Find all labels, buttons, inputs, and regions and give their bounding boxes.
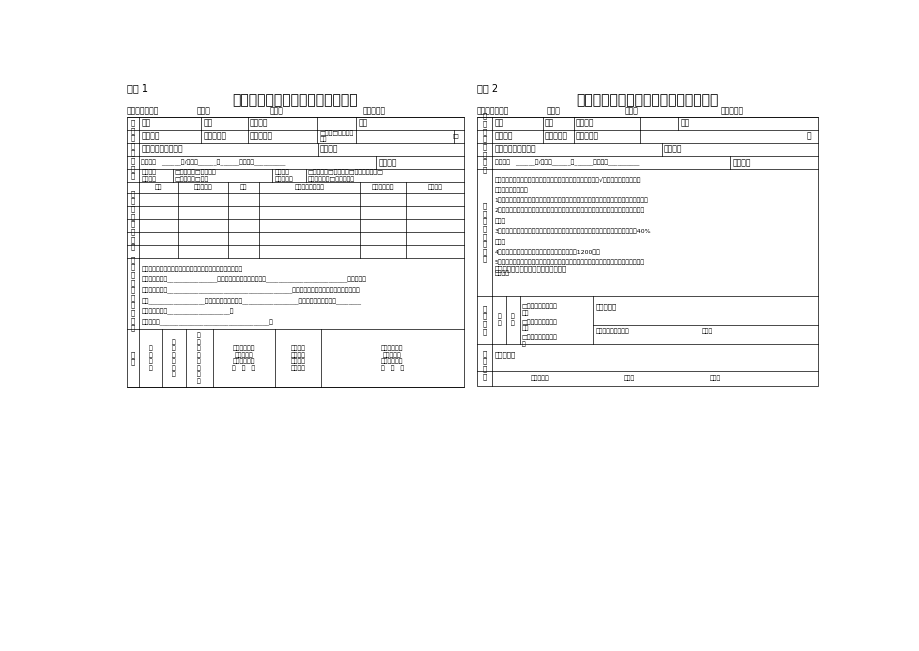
Text: 班别：: 班别： [623,106,638,115]
Text: 邮政编码: 邮政编码 [378,158,396,167]
Text: 就读学校名称：: 就读学校名称： [127,106,159,115]
Text: 学校意见：: 学校意见： [494,352,516,358]
Text: □烈士子女□残疾学生□库区移民子女□
农村独生子女□双女结扎户: □烈士子女□残疾学生□库区移民子女□ 农村独生子女□双女结扎户 [308,169,383,182]
Text: 人均月收入: 人均月收入 [575,132,598,141]
Text: 4、农村低收入家庭的学生，年人均纯收入不高于1200元。: 4、农村低收入家庭的学生，年人均纯收入不高于1200元。 [494,249,600,255]
Text: 民族: 民族 [680,118,689,128]
Bar [127,117,463,387]
Text: 邮政编码: 邮政编码 [732,158,750,167]
Text: □双亲家庭□单亲家庭
□离异家庭□孤儿: □双亲家庭□单亲家庭 □离异家庭□孤儿 [175,169,216,182]
Text: 学
生
申
请
认
定
理
由: 学 生 申 请 认 定 理 由 [482,202,486,262]
Text: 病历等）: 病历等） [494,270,509,276]
Text: 学生类型
（可多选）: 学生类型 （可多选） [274,169,293,182]
Text: 校长签名：: 校长签名： [530,376,550,381]
Text: 评
议: 评 议 [497,314,501,326]
Text: 年级：: 年级： [196,106,210,115]
Text: 经办人签字：
单位名称：
（加盖公章）
年   月   日: 经办人签字： 单位名称： （加盖公章） 年 月 日 [232,346,255,370]
Text: 家庭人均月收入________________元。家庭遭受自然灾害情况：__________________________。家庭遭受: 家庭人均月收入________________元。家庭遭受自然灾害情况：____… [142,277,366,283]
Text: （本项由家庭经济困难学生据实填写，由民政部门核实确认）: （本项由家庭经济困难学生据实填写，由民政部门核实确认） [142,266,243,271]
Text: 姓名: 姓名 [494,118,504,128]
Text: 5、因突发事件导致家庭经济困难的学生（需提供下岗待业证、伤残证或家庭成员重大疾病: 5、因突发事件导致家庭经济困难的学生（需提供下岗待业证、伤残证或家庭成员重大疾病 [494,260,644,266]
Text: 填表时间：: 填表时间： [363,106,386,115]
Text: 结
果: 结 果 [511,314,515,326]
Text: 工作（学习）单位: 工作（学习）单位 [294,185,324,190]
Bar [476,117,817,386]
Text: 评议小组组长签名：: 评议小组组长签名： [595,329,629,334]
Text: 家庭住址   ______省/自治区______市______县（区）__________: 家庭住址 ______省/自治区______市______县（区）_______… [494,159,639,165]
Text: 影
响
家
庭
经
济
状
况
信
息: 影 响 家 庭 经 济 状 况 信 息 [130,256,135,331]
Text: 性别: 性别 [203,118,212,128]
Text: 民族: 民族 [358,118,368,128]
Text: 出生年月: 出生年月 [250,118,268,128]
Text: 学
生
个
人
基
本
情
况: 学 生 个 人 基 本 情 况 [130,119,135,179]
Text: 家
长
或
监
护
人: 家 长 或 监 护 人 [172,339,176,377]
Text: 联系电话: 联系电话 [320,145,338,154]
Text: 为限。: 为限。 [494,239,505,245]
Text: 1、城镇低保家庭，需提供《城市居民最低生活保障金领取证》复印件。（含当年领取记录）: 1、城镇低保家庭，需提供《城市居民最低生活保障金领取证》复印件。（含当年领取记录… [494,197,648,203]
Text: 家庭成员数: 家庭成员数 [545,132,568,141]
Text: 姓名: 姓名 [154,185,162,190]
Text: 入学前户口: 入学前户口 [250,132,273,141]
Text: 况：__________________。家庭成员下岗情况：__________________。家庭成员患病情况：________: 况：__________________。家庭成员下岗情况：__________… [142,298,361,305]
Text: 附件 1: 附件 1 [127,83,147,93]
Text: 出生年月: 出生年月 [575,118,594,128]
Text: 学
生
本
人: 学 生 本 人 [149,346,153,370]
Text: 联系电话: 联系电话 [664,145,682,154]
Text: 入学年份: 入学年份 [142,132,160,141]
Text: 突发意外事件：________________________________________。家庭成员因残疾、年迈而劳动能力弱情: 突发意外事件：_________________________________… [142,288,359,294]
Text: 年龄: 年龄 [240,185,247,190]
Text: 日期：: 日期： [701,329,712,334]
Text: 其他情况：___________________________________。: 其他情况：___________________________________… [142,320,273,326]
Text: 评议理由：: 评议理由： [595,304,616,311]
Text: 高中学生家庭经济困难情况调查表: 高中学生家庭经济困难情况调查表 [233,94,357,107]
Text: 性别: 性别 [545,118,554,128]
Text: 与学生关系: 与学生关系 [193,185,212,190]
Text: 所
在
村
委
会
或
社
区: 所 在 村 委 会 或 社 区 [197,333,200,383]
Text: 家庭住址   ______省/自治区______市______县（区）__________: 家庭住址 ______省/自治区______市______县（区）_______… [142,159,286,165]
Text: 申请认定家庭经济困难，请选择以下经济困难类型（在选项中打√，只能选择一项，并提: 申请认定家庭经济困难，请选择以下经济困难类型（在选项中打√，只能选择一项，并提 [494,176,641,183]
Text: 日期：: 日期： [709,376,720,381]
Text: 月收入（元）: 月收入（元） [371,185,394,190]
Text: 高中学生家庭经济困难学生认定申请表: 高中学生家庭经济困难学生认定申请表 [575,94,718,107]
Text: 供相关印证材料）：: 供相关印证材料）： [494,187,528,193]
Text: 认
定
决
定: 认 定 决 定 [482,350,486,380]
Text: 记录）: 记录） [494,218,505,224]
Text: 入学年份: 入学年份 [494,132,513,141]
Text: 姓名: 姓名 [142,118,151,128]
Text: 元: 元 [806,132,811,141]
Text: 学
生
个
人
基
本
情
况: 学 生 个 人 基 本 情 况 [482,113,486,173]
Text: 就读学校名称：: 就读学校名称： [476,106,509,115]
Text: 年级：: 年级： [546,106,560,115]
Text: 附件 2: 附件 2 [476,83,497,93]
Text: □家庭经济一般困难
学生: □家庭经济一般困难 学生 [521,319,557,331]
Text: 班别：: 班别： [269,106,284,115]
Text: 签
章: 签 章 [130,351,135,365]
Text: 家庭成员数: 家庭成员数 [203,132,226,141]
Text: 学
生
家
庭
成
员
情
况: 学 生 家 庭 成 员 情 况 [130,190,135,250]
Text: 2、农村低保家庭，需提供《农村特困群众最低生活保障金领取证》复印件。（含当年领取: 2、农村低保家庭，需提供《农村特困群众最低生活保障金领取证》复印件。（含当年领取 [494,208,644,214]
Text: 学生居民身份证号码: 学生居民身份证号码 [142,145,183,154]
Text: 公章：: 公章： [623,376,635,381]
Text: □: □ [452,133,458,139]
Text: 学生居民身份证号码: 学生居民身份证号码 [494,145,536,154]
Text: □城市□县镇非农
农村: □城市□县镇非农 农村 [319,130,354,143]
Text: 填表时间：: 填表时间： [720,106,743,115]
Text: 家庭类型
（单选）: 家庭类型 （单选） [142,169,156,182]
Text: 经办人签字：
单位名称：
（加盖公章）
年   月   日: 经办人签字： 单位名称： （加盖公章） 年 月 日 [380,346,403,370]
Text: 家庭经济困难情况说明（学生填写）：: 家庭经济困难情况说明（学生填写）： [494,266,566,272]
Text: 健康状况: 健康状况 [427,185,442,190]
Text: □家庭经济特别困难
学生: □家庭经济特别困难 学生 [521,304,557,316]
Text: 3、城镇低收入家庭的学生，人均月收入以不高于当地城镇居民最低生活保障标准上浮40%: 3、城镇低收入家庭的学生，人均月收入以不高于当地城镇居民最低生活保障标准上浮40… [494,229,651,234]
Text: □非家庭经济困难学
生: □非家庭经济困难学 生 [521,335,557,346]
Text: 学生家庭
所在地乡
镇或街道
民政部门: 学生家庭 所在地乡 镇或街道 民政部门 [290,346,305,370]
Text: 家庭欠债情况：____________________。: 家庭欠债情况：____________________。 [142,309,233,315]
Text: 民
主
评
议: 民 主 评 议 [482,305,486,335]
